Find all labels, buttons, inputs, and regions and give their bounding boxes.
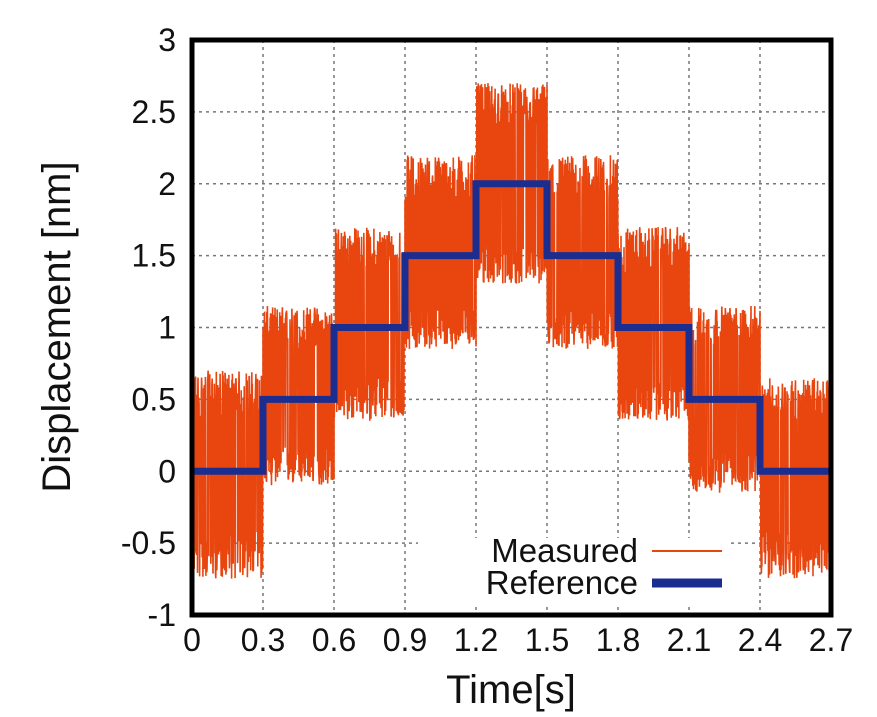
x-tick-label: 0 xyxy=(183,622,201,658)
y-tick-labels: -1 -0.5 0 0.5 1 1.5 2 2.5 3 xyxy=(121,22,176,633)
reference-line xyxy=(192,180,831,475)
x-tick-label: 2.4 xyxy=(738,622,782,658)
measured-line xyxy=(191,83,832,579)
y-tick-label: -0.5 xyxy=(121,525,176,561)
measured-series xyxy=(191,83,832,579)
legend-label-measured: Measured xyxy=(491,532,638,569)
y-tick-label: 2 xyxy=(158,166,176,202)
x-tick-labels: 0 0.3 0.6 0.9 1.2 1.5 1.8 2.1 2.4 2.7 xyxy=(183,622,853,658)
x-tick-label: 0.3 xyxy=(241,622,285,658)
x-tick-label: 1.5 xyxy=(525,622,569,658)
x-tick-label: 0.6 xyxy=(312,622,356,658)
y-tick-label: 1.5 xyxy=(132,238,176,274)
y-tick-label: 3 xyxy=(158,22,176,58)
legend-label-reference: Reference xyxy=(486,564,638,601)
x-tick-label: 2.1 xyxy=(667,622,711,658)
x-axis-title: Time[s] xyxy=(446,668,576,712)
x-tick-label: 1.2 xyxy=(454,622,498,658)
legend: Measured Reference xyxy=(418,532,728,606)
x-tick-label: 2.7 xyxy=(809,622,853,658)
y-tick-label: -1 xyxy=(148,597,176,633)
x-tick-label: 0.9 xyxy=(383,622,427,658)
y-tick-label: 0 xyxy=(158,453,176,489)
y-axis-title: Displacement [nm] xyxy=(35,161,79,492)
plot-frame xyxy=(189,37,834,618)
x-tick-label: 1.8 xyxy=(596,622,640,658)
legend-box xyxy=(418,538,728,606)
reference-series xyxy=(192,180,831,475)
y-tick-label: 1 xyxy=(158,310,176,346)
y-tick-label: 0.5 xyxy=(132,381,176,417)
y-tick-label: 2.5 xyxy=(132,94,176,130)
